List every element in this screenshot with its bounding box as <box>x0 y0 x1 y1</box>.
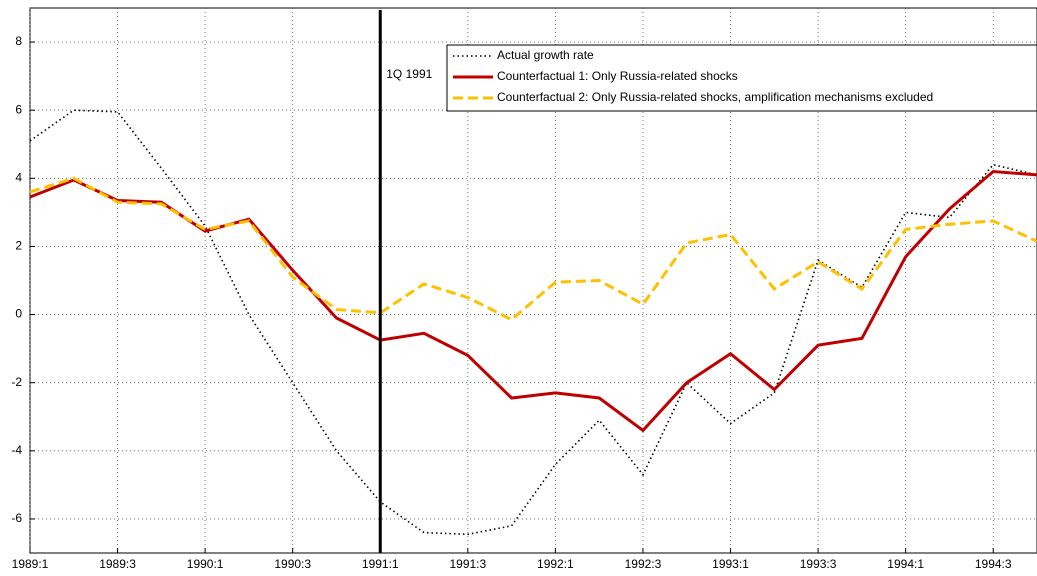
y-tick-label: -2 <box>11 375 22 389</box>
x-tick-label: 1991:3 <box>449 557 486 571</box>
x-tick-label: 1992:3 <box>625 557 662 571</box>
legend-label: Actual growth rate <box>497 48 594 62</box>
x-tick-label: 1991:1 <box>362 557 399 571</box>
y-tick-label: -4 <box>11 443 22 457</box>
x-tick-label: 1993:1 <box>712 557 749 571</box>
x-tick-label: 1990:1 <box>187 557 224 571</box>
x-tick-label: 1993:3 <box>800 557 837 571</box>
x-tick-label: 1989:1 <box>12 557 49 571</box>
series-line <box>29 176 1037 322</box>
y-tick-label: 6 <box>15 102 22 116</box>
marker-label: 1Q 1991 <box>386 67 432 81</box>
y-tick-label: 4 <box>15 170 22 184</box>
y-tick-label: 2 <box>15 239 22 253</box>
x-tick-label: 1989:3 <box>99 557 136 571</box>
legend: Actual growth rate Counterfactual 1: Only… <box>446 44 1037 112</box>
legend-label: Counterfactual 2: Only Russia-related sh… <box>497 90 933 104</box>
legend-label: Counterfactual 1: Only Russia-related sh… <box>497 69 738 83</box>
y-tick-label: 0 <box>15 307 22 321</box>
legend-box <box>446 44 1037 112</box>
y-tick-label: 8 <box>15 34 22 48</box>
y-tick-label: -6 <box>11 511 22 525</box>
x-tick-label: 1994:1 <box>887 557 924 571</box>
x-tick-label: 1990:3 <box>274 557 311 571</box>
x-tick-label: 1992:1 <box>537 557 574 571</box>
x-tick-label: 1994:3 <box>975 557 1012 571</box>
